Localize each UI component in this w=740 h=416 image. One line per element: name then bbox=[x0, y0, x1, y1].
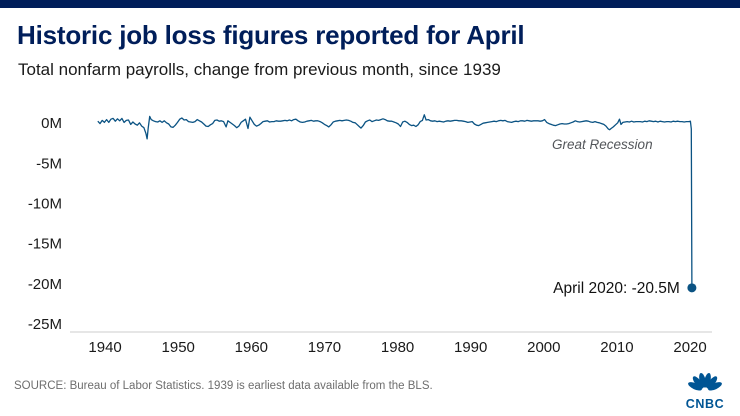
brand-accent-bar bbox=[0, 0, 740, 8]
x-tick-label: 1980 bbox=[381, 339, 414, 356]
payrolls-line bbox=[97, 114, 693, 288]
y-axis-labels: 0M -5M -10M -15M -20M -25M bbox=[28, 115, 62, 333]
payrolls-series bbox=[97, 114, 697, 293]
page-title: Historic job loss figures reported for A… bbox=[17, 20, 525, 50]
x-tick-label: 1990 bbox=[454, 339, 487, 356]
x-tick-label: 1970 bbox=[308, 339, 341, 356]
y-tick-label: 0M bbox=[41, 115, 62, 132]
annotation-april-2020-20-5m: April 2020: -20.5M bbox=[553, 280, 680, 297]
cnbc-wordmark: CNBC bbox=[685, 397, 725, 411]
x-tick-label: 2000 bbox=[527, 339, 560, 356]
x-tick-label: 1940 bbox=[88, 339, 121, 356]
annotation-great-recession: Great Recession bbox=[552, 137, 653, 152]
source-text: SOURCE: Bureau of Labor Statistics. 1939… bbox=[14, 380, 433, 392]
x-tick-label: 2020 bbox=[673, 339, 706, 356]
y-tick-label: -25M bbox=[28, 316, 62, 333]
peacock-icon bbox=[688, 372, 722, 391]
x-tick-label: 1960 bbox=[235, 339, 268, 356]
y-tick-label: -15M bbox=[28, 236, 62, 253]
y-tick-label: -5M bbox=[36, 155, 62, 172]
chart-annotations: Great Recession April 2020: -20.5M bbox=[552, 137, 680, 297]
cnbc-logo: CNBC bbox=[683, 367, 727, 411]
y-tick-label: -20M bbox=[28, 276, 62, 293]
y-tick-label: -10M bbox=[28, 196, 62, 213]
page-subtitle: Total nonfarm payrolls, change from prev… bbox=[18, 60, 501, 79]
april-2020-end-point-dot bbox=[687, 283, 697, 293]
x-tick-label: 1950 bbox=[162, 339, 195, 356]
x-tick-label: 2010 bbox=[600, 339, 633, 356]
x-axis-labels: 1940 1950 1960 1970 1980 1990 2000 2010 2020 bbox=[88, 339, 706, 356]
